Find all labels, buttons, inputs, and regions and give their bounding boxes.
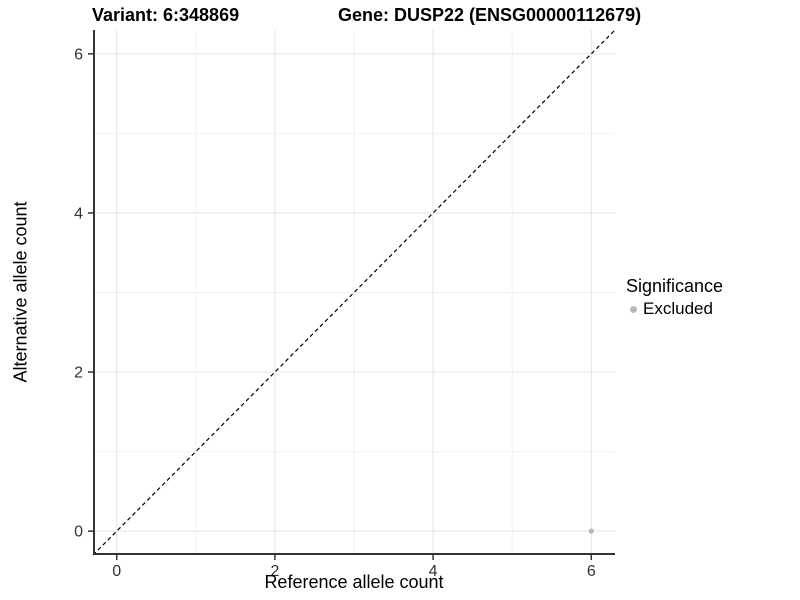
plot-title-variant: Variant: 6:348869 bbox=[92, 5, 240, 25]
y-tick-label: 0 bbox=[74, 524, 83, 541]
y-tick-label: 4 bbox=[74, 205, 83, 222]
legend-title: Significance bbox=[626, 276, 724, 296]
x-tick-label: 4 bbox=[429, 563, 438, 580]
legend-point-icon bbox=[630, 305, 637, 313]
legend-items: Excluded bbox=[626, 299, 723, 319]
x-axis-label: Reference allele count bbox=[264, 572, 444, 592]
y-tick-label: 6 bbox=[74, 46, 83, 63]
legend: Significance Excluded bbox=[626, 276, 723, 319]
y-axis-label: Alternative allele count bbox=[10, 201, 31, 383]
legend-item-label: Excluded bbox=[643, 299, 713, 318]
identity-line bbox=[92, 29, 616, 556]
y-tick-label: 2 bbox=[74, 365, 83, 382]
x-tick-label: 0 bbox=[112, 563, 121, 580]
data-point bbox=[588, 528, 594, 534]
x-tick-label: 2 bbox=[270, 563, 279, 580]
x-tick-label: 6 bbox=[587, 563, 596, 580]
plot-title-gene: Gene: DUSP22 (ENSG00000112679) bbox=[338, 5, 642, 25]
legend-item-excluded: Excluded bbox=[626, 299, 723, 319]
